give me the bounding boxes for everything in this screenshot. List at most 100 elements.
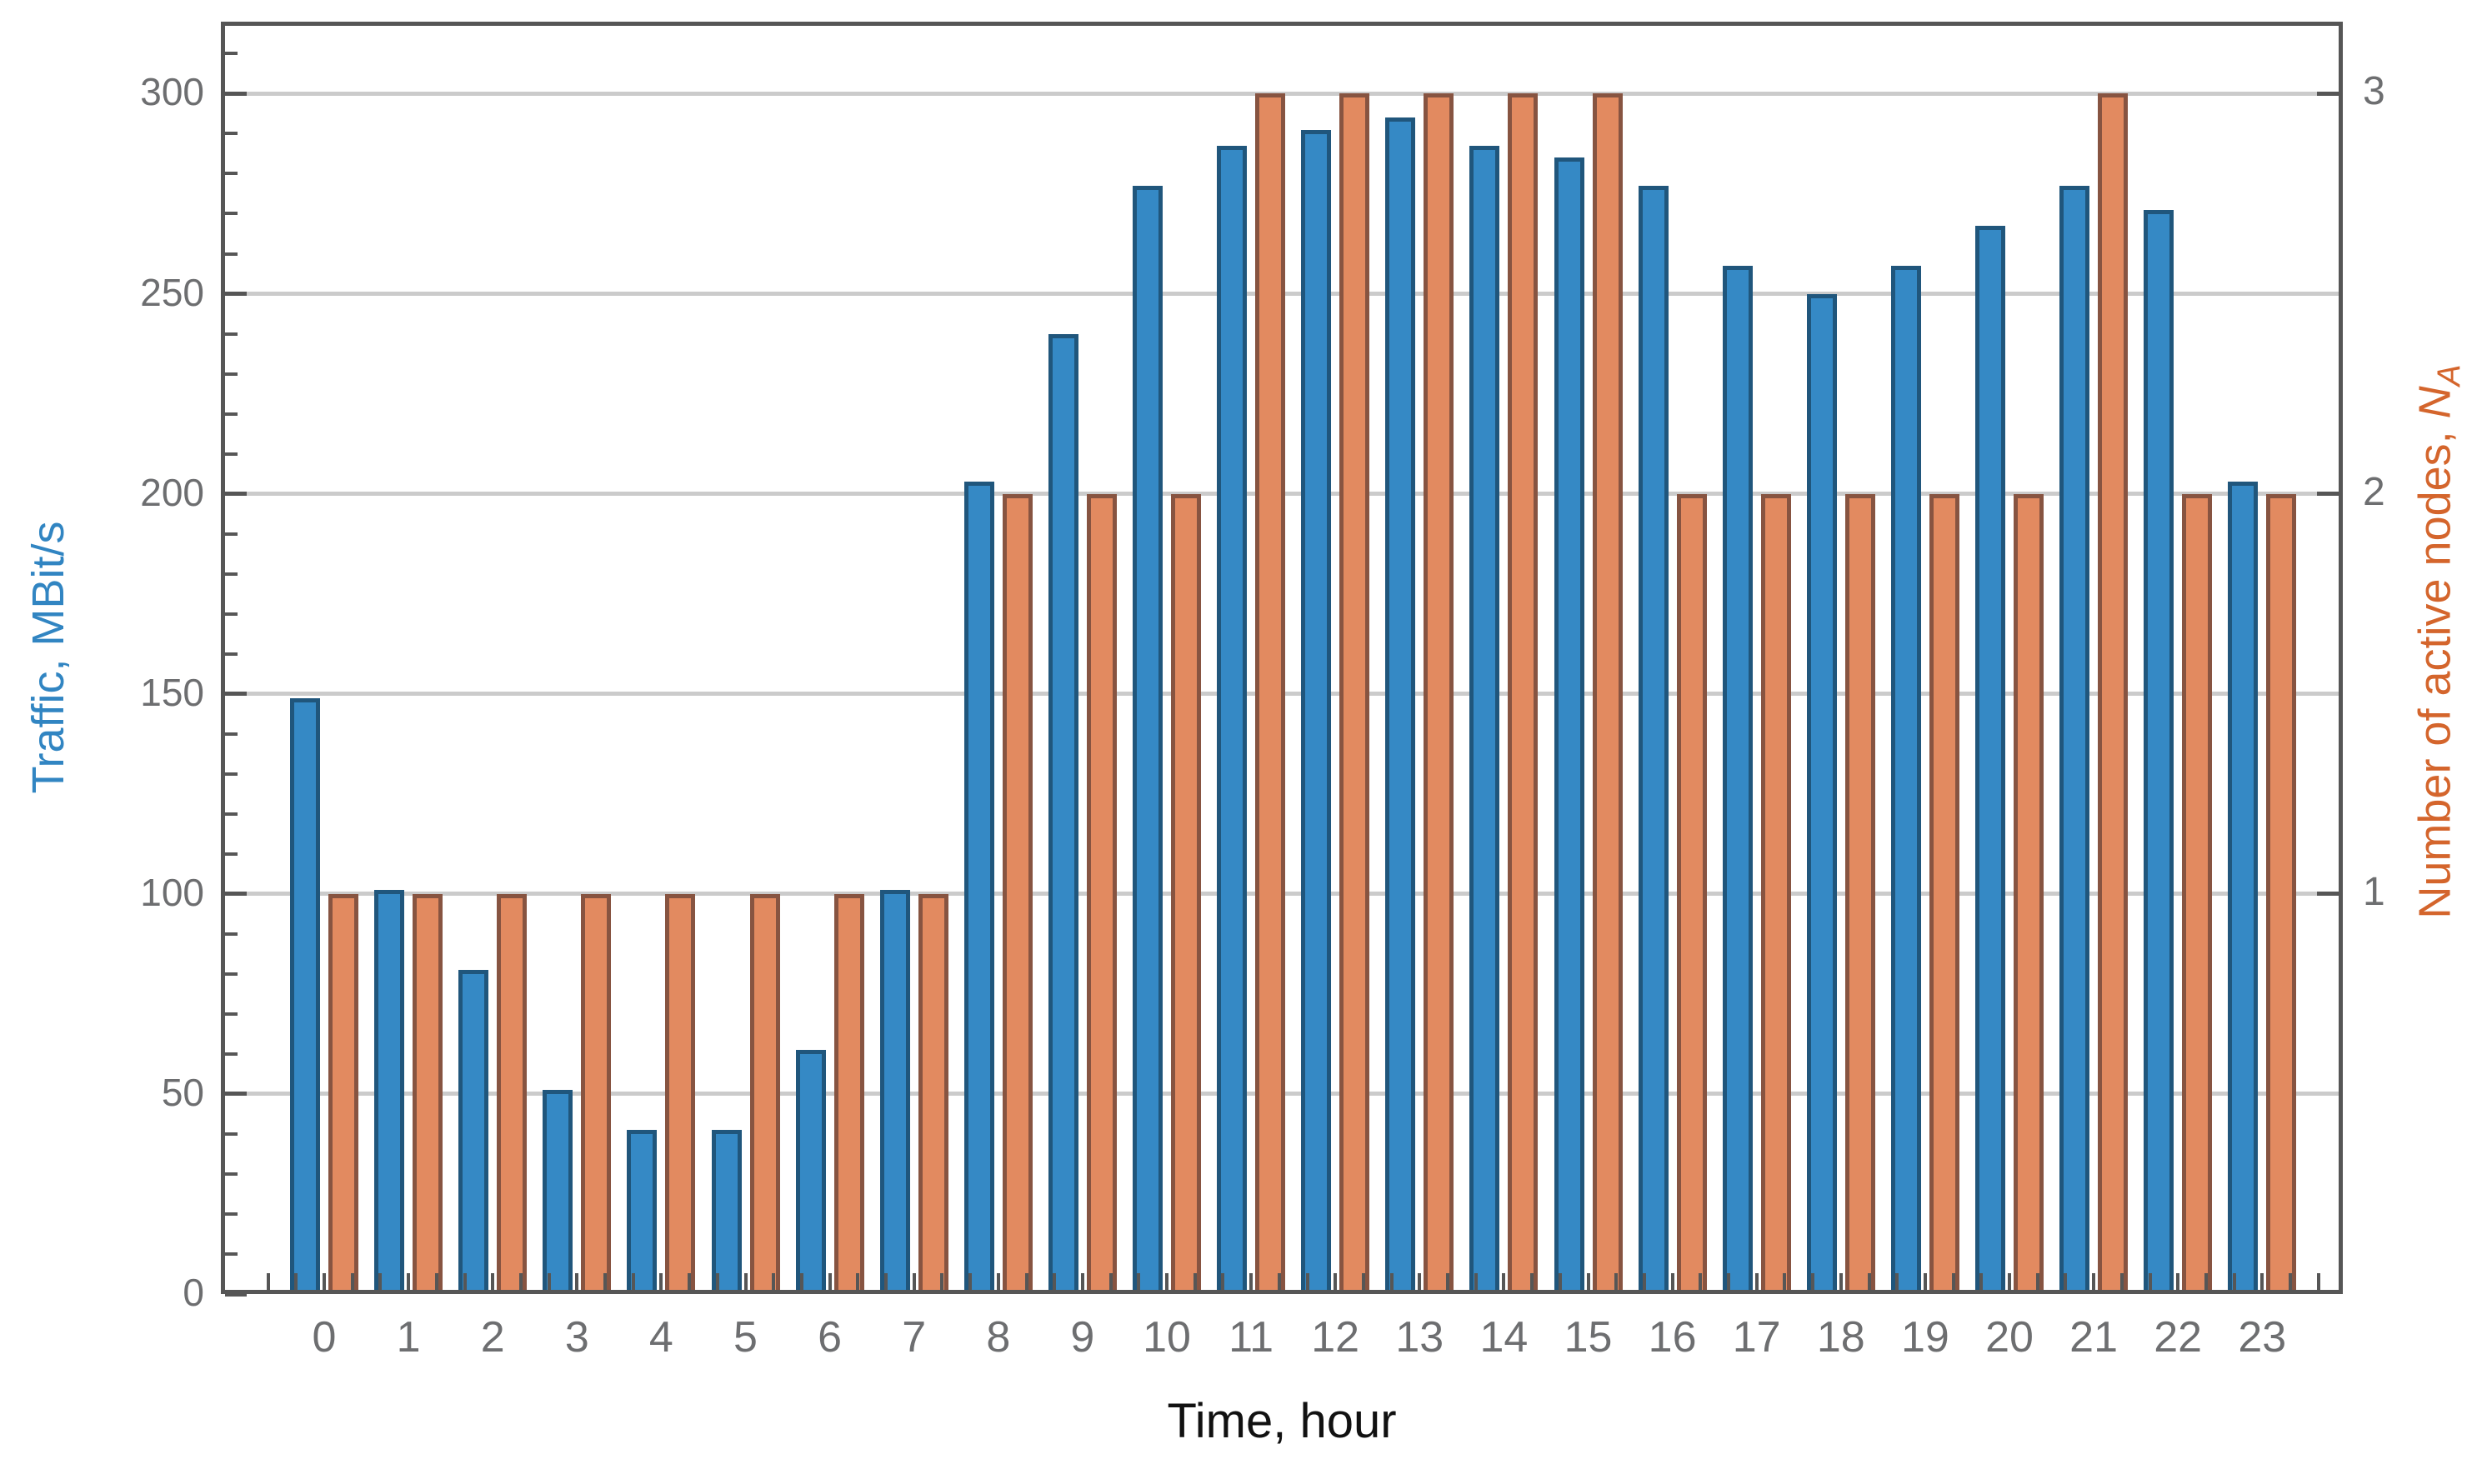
y-minor-tick — [225, 1212, 238, 1216]
traffic-bar — [2144, 209, 2174, 1294]
x-axis-title: Time, hour — [1167, 1393, 1396, 1449]
x-tick — [1727, 1273, 1730, 1290]
y-minor-tick — [225, 452, 238, 456]
x-tick — [1221, 1273, 1225, 1290]
active-nodes-bar — [497, 893, 528, 1294]
x-tick — [1277, 1273, 1281, 1290]
x-tick — [912, 1273, 916, 1290]
x-tick — [1165, 1273, 1168, 1290]
x-tick — [688, 1273, 692, 1290]
x-tick-label: 19 — [1900, 1313, 1949, 1362]
y-tick-label: 300 — [140, 70, 204, 114]
x-tick — [2204, 1273, 2208, 1290]
y-minor-tick — [225, 812, 238, 816]
right-major-tick — [2317, 492, 2339, 497]
x-tick — [2260, 1273, 2264, 1290]
x-tick — [1586, 1273, 1590, 1290]
y-major-tick — [225, 892, 247, 897]
x-tick-label: 20 — [1985, 1313, 2034, 1362]
y-major-tick — [225, 1292, 247, 1297]
traffic-bar — [2228, 482, 2259, 1294]
y-tick-label: 50 — [161, 1070, 204, 1114]
x-tick-label: 21 — [2069, 1313, 2119, 1362]
left-axis-title-text: Traffic, MBit/s — [23, 521, 73, 794]
active-nodes-bar — [1339, 93, 1370, 1294]
traffic-bar — [711, 1130, 742, 1294]
x-tick — [828, 1273, 832, 1290]
right-tick-label: 1 — [2363, 869, 2385, 914]
x-tick — [1699, 1273, 1703, 1290]
x-tick — [772, 1273, 776, 1290]
x-tick — [378, 1273, 383, 1290]
x-tick — [518, 1273, 523, 1290]
y-minor-tick — [225, 172, 238, 176]
x-tick — [1024, 1273, 1028, 1290]
x-tick-label: 11 — [1228, 1313, 1274, 1362]
traffic-bar — [1890, 265, 1921, 1294]
x-tick — [1080, 1273, 1084, 1290]
active-nodes-bar — [1929, 493, 1959, 1294]
right-axis-title-subscript: A — [2431, 364, 2468, 387]
right-tick-label: 3 — [2363, 69, 2385, 114]
x-tick — [266, 1273, 270, 1290]
right-axis-title-symbol: N — [2409, 386, 2460, 419]
x-tick — [1446, 1273, 1449, 1290]
x-tick — [1418, 1273, 1422, 1290]
x-tick — [1193, 1273, 1197, 1290]
x-tick-label: 16 — [1648, 1313, 1697, 1362]
x-tick — [1474, 1273, 1478, 1290]
x-tick-label: 3 — [564, 1313, 589, 1362]
x-tick — [2316, 1273, 2320, 1290]
traffic-bar — [1554, 157, 1584, 1294]
x-tick — [2289, 1273, 2292, 1290]
x-tick — [1895, 1273, 1899, 1290]
x-tick — [294, 1273, 298, 1290]
x-tick — [996, 1273, 1000, 1290]
active-nodes-bar — [665, 893, 696, 1294]
x-tick-label: 7 — [902, 1313, 927, 1362]
x-tick-label: 22 — [2154, 1313, 2203, 1362]
right-axis-title: Number of active nodes, NA — [2409, 364, 2469, 918]
active-nodes-bar — [1171, 493, 1201, 1294]
active-nodes-bar — [328, 893, 358, 1294]
x-tick-label: 18 — [1816, 1313, 1865, 1362]
x-tick — [2119, 1273, 2124, 1290]
right-major-tick — [2317, 892, 2339, 897]
y-minor-tick — [225, 412, 238, 416]
x-tick — [323, 1273, 326, 1290]
x-tick — [603, 1273, 607, 1290]
y-minor-tick — [225, 932, 238, 936]
x-tick-label: 5 — [733, 1313, 758, 1362]
axis-right-edge — [2339, 22, 2343, 1294]
y-minor-tick — [225, 52, 238, 56]
y-tick-label: 100 — [140, 870, 204, 914]
traffic-bar — [963, 482, 994, 1294]
x-tick — [1334, 1273, 1338, 1290]
x-tick-label: 2 — [480, 1313, 505, 1362]
active-nodes-bar — [1002, 493, 1033, 1294]
y-major-tick — [225, 1092, 247, 1097]
x-tick — [1558, 1273, 1562, 1290]
y-tick-label: 200 — [140, 470, 204, 514]
x-tick — [2008, 1273, 2011, 1290]
traffic-bar — [2059, 185, 2090, 1294]
active-nodes-bar — [2266, 493, 2297, 1294]
y-minor-tick — [225, 572, 238, 576]
active-nodes-bar — [918, 893, 948, 1294]
traffic-bar — [1975, 225, 2005, 1294]
x-tick — [2148, 1273, 2152, 1290]
x-tick-label: 15 — [1564, 1313, 1613, 1362]
x-tick — [856, 1273, 860, 1290]
y-minor-tick — [225, 1252, 238, 1256]
y-minor-tick — [225, 772, 238, 776]
active-nodes-bar — [1086, 493, 1117, 1294]
x-tick — [968, 1273, 973, 1290]
x-tick-label: 9 — [1070, 1313, 1095, 1362]
traffic-bar — [1217, 145, 1248, 1294]
x-tick — [463, 1273, 467, 1290]
right-tick-label: 2 — [2363, 469, 2385, 514]
gridline-300 — [221, 91, 2343, 96]
x-tick-label: 6 — [818, 1313, 843, 1362]
x-tick — [407, 1273, 411, 1290]
